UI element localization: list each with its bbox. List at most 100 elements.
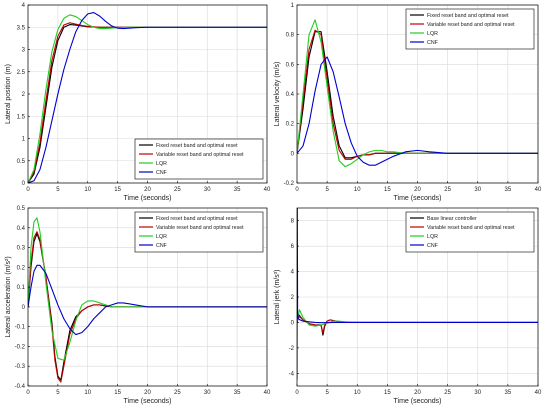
x-tick-label: 10 <box>84 187 91 193</box>
series-line-4 <box>28 12 267 183</box>
legend-label-1: Fixed reset band and optimal reset <box>156 143 238 149</box>
legend-label-3: LQR <box>427 234 438 240</box>
y-tick-label: -2 <box>289 346 295 352</box>
legend-label-3: LQR <box>156 161 167 167</box>
series-line-3 <box>297 19 538 168</box>
legend: Fixed reset band and optimal reset Variab… <box>405 8 535 50</box>
x-tick-label: 5 <box>56 390 60 396</box>
x-tick-label: 20 <box>144 390 151 396</box>
y-tick-label: 1 <box>291 3 295 9</box>
y-tick-label: 0.5 <box>17 206 26 212</box>
legend-label-4: CNF <box>427 40 439 46</box>
x-tick-label: 20 <box>414 390 421 396</box>
y-tick-label: -0.3 <box>15 364 26 370</box>
x-tick-label: 25 <box>174 390 181 396</box>
legend-label-2: Variable reset band and optimal reset <box>427 225 515 231</box>
y-tick-label: 2 <box>22 92 26 98</box>
x-axis-label: Time (seconds) <box>394 398 442 405</box>
y-axis-label: Lateral acceleration (m/s²) <box>5 256 12 337</box>
x-tick-label: 40 <box>264 390 271 396</box>
x-tick-label: 40 <box>264 187 271 193</box>
x-tick-label: 30 <box>204 187 211 193</box>
y-tick-label: 3 <box>22 48 26 54</box>
legend-label-1: Fixed reset band and optimal reset <box>156 216 238 222</box>
x-tick-label: 0 <box>295 187 299 193</box>
series-line-4 <box>297 56 538 166</box>
y-tick-label: 0 <box>22 305 26 311</box>
legend-box <box>134 138 264 180</box>
y-tick-label: 4 <box>291 270 295 276</box>
x-tick-label: 30 <box>474 187 481 193</box>
x-tick-label: 0 <box>295 390 299 396</box>
legend: Fixed reset band and optimal reset Variab… <box>134 211 264 253</box>
x-tick-label: 10 <box>84 390 91 396</box>
y-tick-label: -4 <box>289 371 295 377</box>
x-axis-label: Time (seconds) <box>394 195 442 202</box>
legend-label-3: LQR <box>156 234 167 240</box>
chart-panel-4: 0 5 10 15 20 25 30 35 40 -4 -2 0 2 4 6 8 Time (seconds) L… <box>274 207 542 405</box>
y-tick-label: 3.5 <box>17 25 26 31</box>
y-tick-label: 0 <box>291 320 295 326</box>
legend-label-2: Variable reset band and optimal reset <box>156 152 244 158</box>
y-axis-label: Lateral velocity (m/s) <box>274 62 281 127</box>
x-tick-label: 20 <box>144 187 151 193</box>
series-line-4 <box>28 264 267 336</box>
y-tick-label: -0.2 <box>15 344 26 350</box>
y-tick-label: 0 <box>291 151 295 157</box>
chart-panel-3: 0 5 10 15 20 25 30 35 40 -0.4 -0.3 -0.2 -0.1 0 0.1 0.2 0… <box>5 206 271 405</box>
series-line-4 <box>297 208 538 380</box>
y-tick-label: 2.5 <box>17 70 26 76</box>
series-group <box>297 19 538 168</box>
legend-label-2: Variable reset band and optimal reset <box>427 22 515 28</box>
legend-box <box>134 211 264 253</box>
x-tick-label: 30 <box>204 390 211 396</box>
y-tick-label: 0.4 <box>286 92 295 98</box>
x-tick-label: 30 <box>474 390 481 396</box>
x-tick-label: 15 <box>114 390 121 396</box>
y-tick-label: 4 <box>22 3 26 9</box>
y-tick-label: 0.3 <box>17 246 26 252</box>
x-tick-label: 35 <box>505 390 512 396</box>
x-tick-label: 15 <box>384 390 391 396</box>
y-tick-label: 6 <box>291 244 295 250</box>
x-tick-label: 0 <box>26 187 30 193</box>
legend-box <box>405 211 535 253</box>
x-axis-label: Time (seconds) <box>124 195 172 202</box>
series-group <box>28 12 267 183</box>
y-tick-label: 2 <box>291 295 295 301</box>
x-tick-label: 5 <box>56 187 60 193</box>
y-tick-label: 0.8 <box>286 33 295 39</box>
legend-label-3: LQR <box>427 31 438 37</box>
y-axis-label: Lateral position (m) <box>5 64 12 124</box>
x-tick-label: 25 <box>444 187 451 193</box>
y-tick-label: -0.2 <box>284 181 295 187</box>
series-group <box>28 217 267 383</box>
x-tick-label: 10 <box>354 390 361 396</box>
y-axis-label: Lateral jerk (m/s³) <box>274 270 281 325</box>
x-tick-label: 40 <box>535 187 542 193</box>
legend-label-4: CNF <box>156 243 168 249</box>
legend-label-4: CNF <box>427 243 439 249</box>
y-tick-label: 8 <box>291 219 295 225</box>
x-axis-label: Time (seconds) <box>124 398 172 405</box>
x-tick-label: 5 <box>325 390 329 396</box>
y-tick-label: -0.1 <box>15 325 26 331</box>
legend-label-1: Fixed reset band and optimal reset <box>427 13 509 19</box>
legend: Fixed reset band and optimal reset Variab… <box>134 138 264 180</box>
x-tick-label: 25 <box>444 390 451 396</box>
legend-label-2: Variable reset band and optimal reset <box>156 225 244 231</box>
y-tick-label: 0.6 <box>286 62 295 68</box>
y-tick-label: 0.2 <box>17 265 26 271</box>
chart-panel-1: 0 5 10 15 20 25 30 35 40 0 0.5 1 1.5 2 2.5 3 3.5 4 Time (s… <box>5 3 271 202</box>
y-tick-label: 0.1 <box>17 285 26 291</box>
x-tick-label: 40 <box>535 390 542 396</box>
legend-label-4: CNF <box>156 170 168 176</box>
x-tick-label: 0 <box>26 390 30 396</box>
legend: Base linear controller Variable reset ban… <box>405 211 535 253</box>
x-tick-label: 15 <box>114 187 121 193</box>
y-tick-label: 1 <box>22 137 26 143</box>
x-tick-label: 15 <box>384 187 391 193</box>
legend-box <box>405 8 535 50</box>
